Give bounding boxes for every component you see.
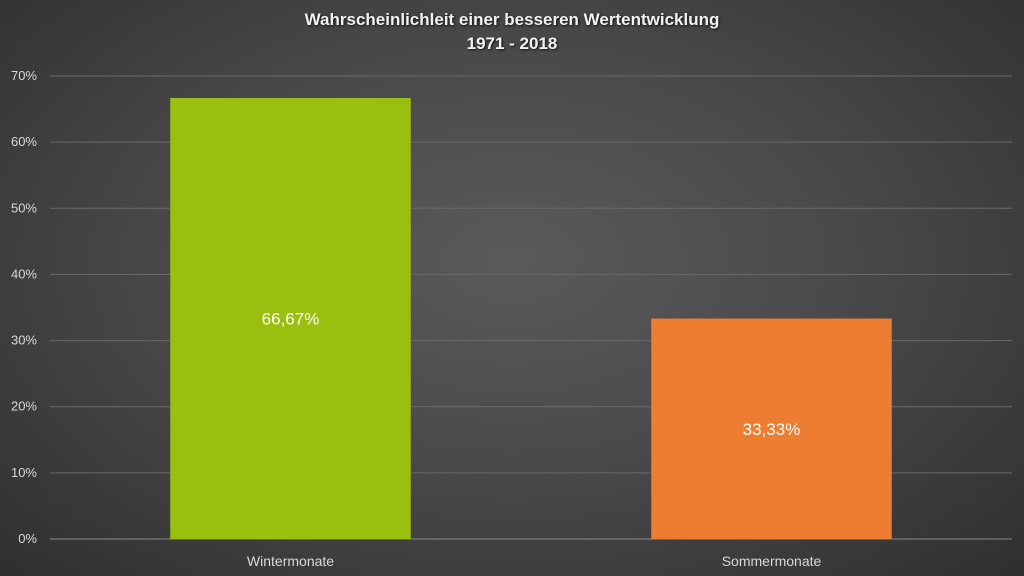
x-tick-label: Sommermonate (722, 553, 822, 569)
x-tick-label: Wintermonate (247, 553, 334, 569)
y-tick-label: 40% (11, 266, 37, 281)
y-tick-label: 70% (11, 68, 37, 83)
chart-title: Wahrscheinlichleit einer besseren Werten… (0, 8, 1024, 56)
y-tick-label: 20% (11, 399, 37, 414)
y-tick-label: 0% (18, 531, 37, 546)
y-tick-label: 50% (11, 200, 37, 215)
chart-title-main: Wahrscheinlichleit einer besseren Werten… (304, 10, 720, 29)
data-label: 33,33% (743, 420, 801, 439)
y-tick-label: 30% (11, 333, 37, 348)
chart-subtitle: 1971 - 2018 (466, 34, 558, 53)
data-label: 66,67% (262, 310, 320, 329)
bar-sommermonate (651, 318, 892, 539)
y-tick-label: 10% (11, 465, 37, 480)
y-tick-label: 60% (11, 134, 37, 149)
bar-wintermonate (170, 98, 411, 539)
